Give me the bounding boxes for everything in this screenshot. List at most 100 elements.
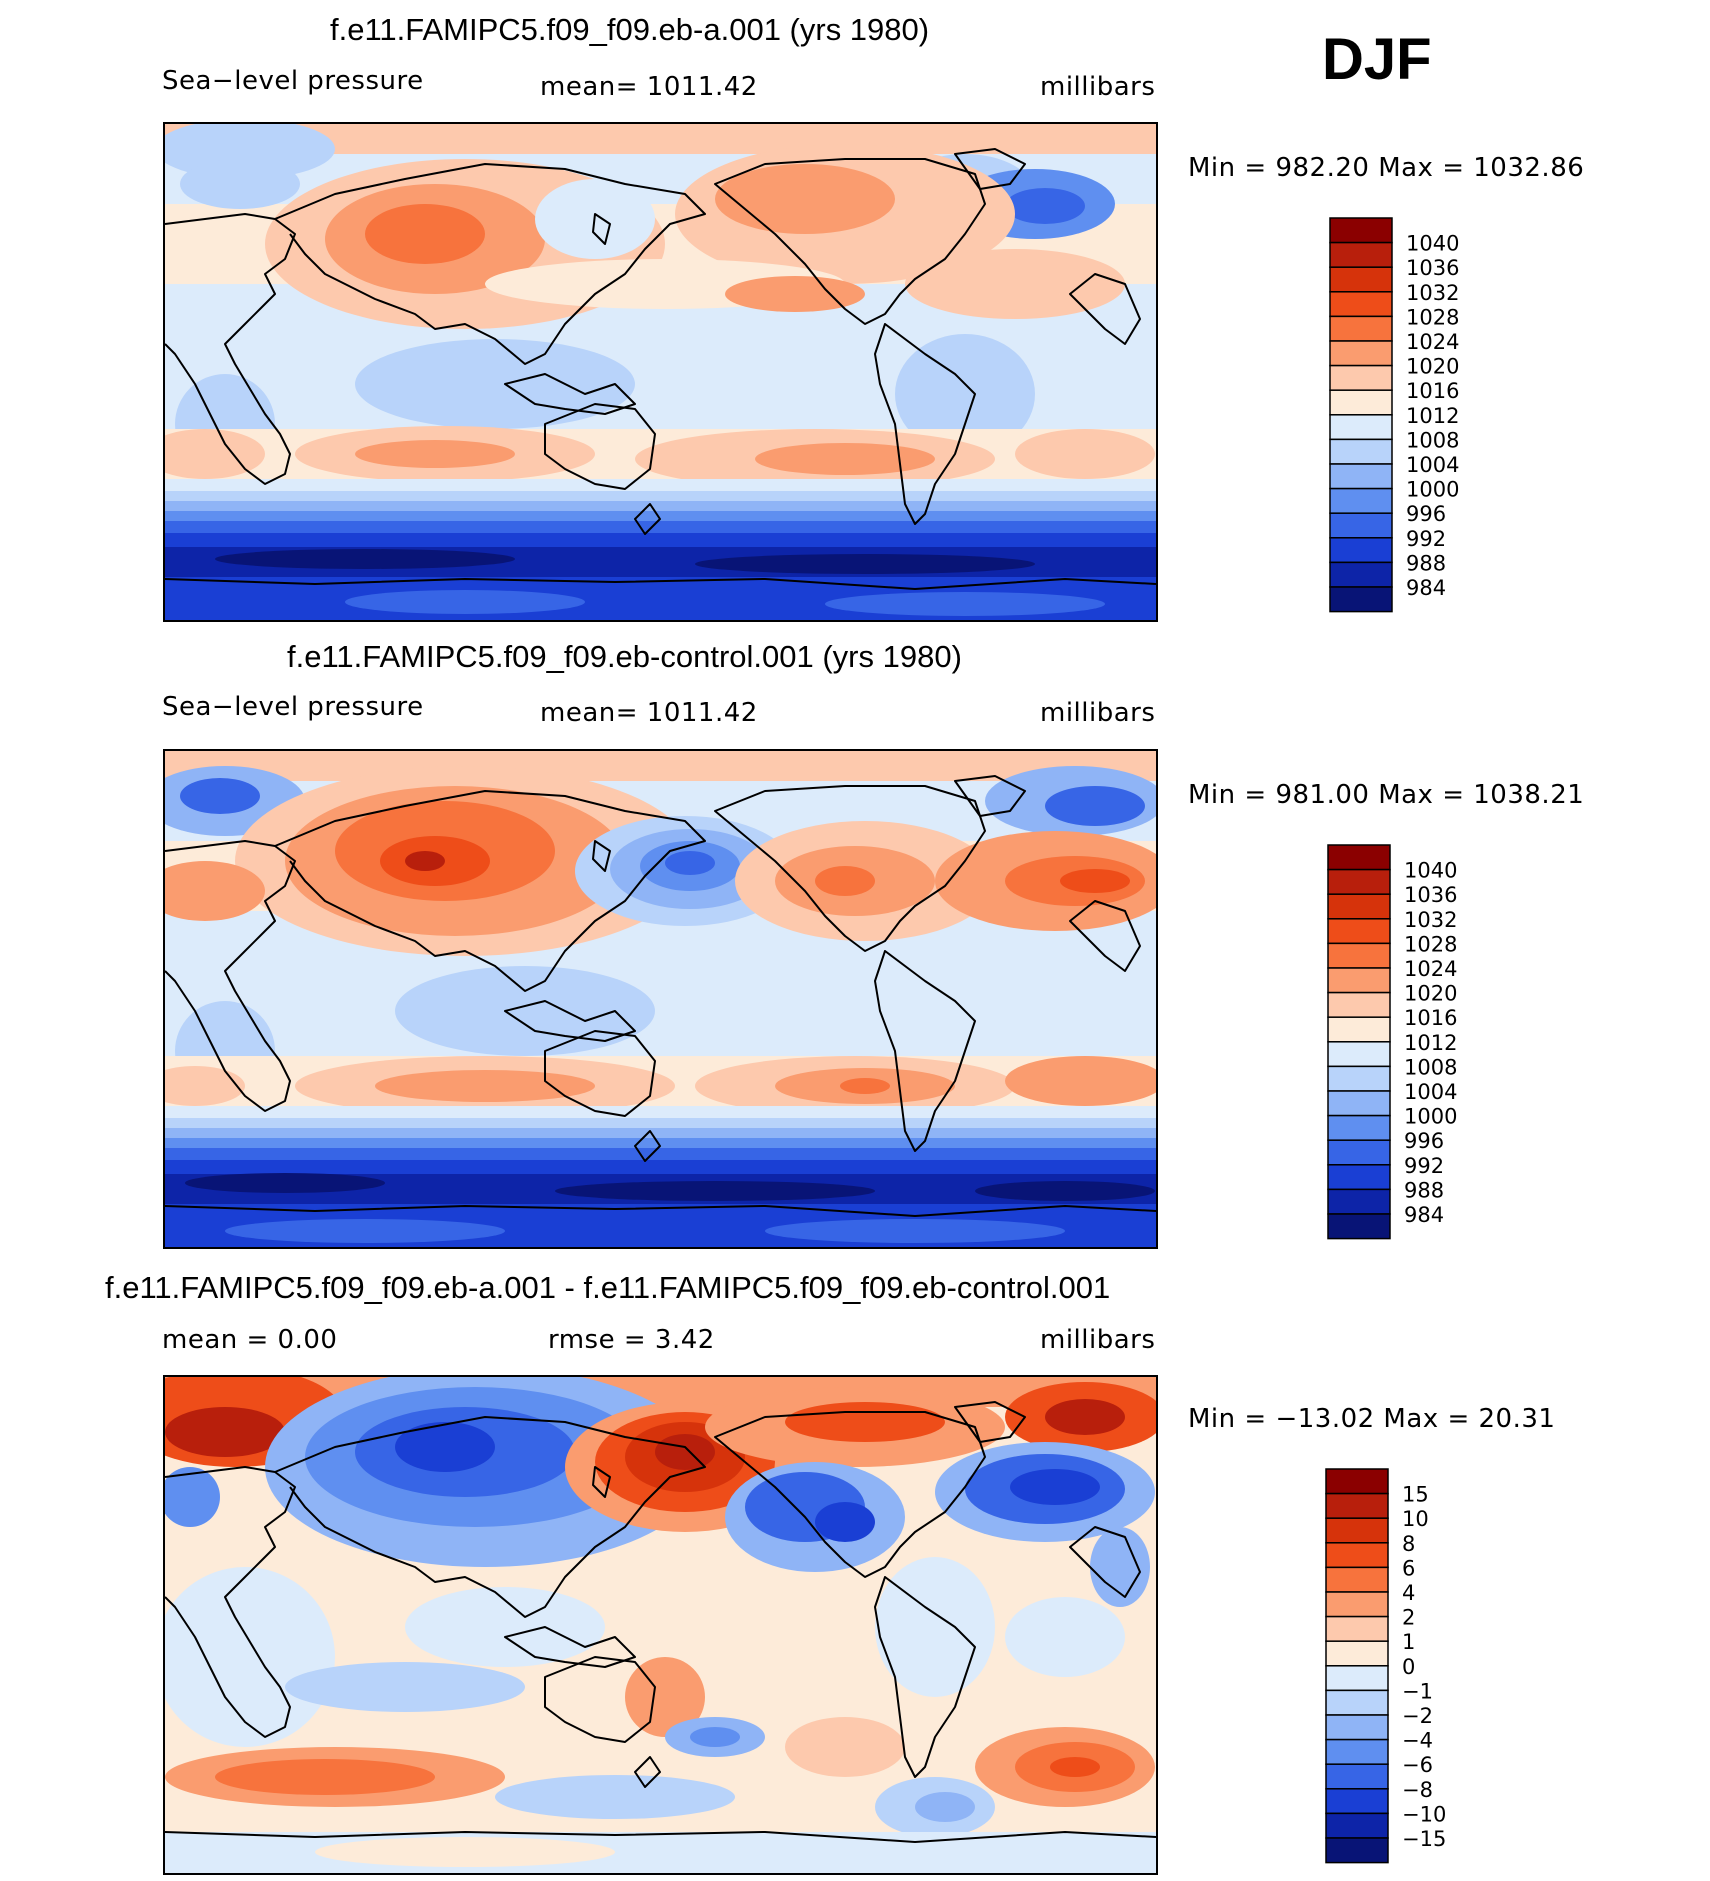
panel3-rmse-label: rmse = 3.42 [548,1325,715,1355]
season-label: DJF [1322,27,1432,92]
colorbar-swatch [1325,1591,1389,1618]
colorbar-tick-label: 1040 [1404,859,1457,883]
panel3-minmax: Min = −13.02 Max = 20.31 [1188,1404,1556,1434]
colorbar-swatch [1327,1041,1391,1068]
panel2-slp-field [165,751,1156,1247]
colorbar-swatch [1329,463,1393,490]
colorbar-swatch [1327,868,1391,895]
colorbar-tick-label: 1016 [1406,379,1459,403]
colorbar-swatch [1327,1090,1391,1117]
panel2-units-label: millibars [1040,698,1156,728]
panel3-mean-label: mean = 0.00 [162,1325,338,1355]
colorbar-tick-label: 1024 [1404,957,1457,981]
colorbar-tick-label: 1 [1402,1630,1415,1654]
colorbar-swatch [1325,1640,1389,1667]
colorbar-tick-label: 6 [1402,1556,1415,1580]
panel2-mean-label: mean= 1011.42 [540,698,758,728]
colorbar-tick-label: 1012 [1404,1031,1457,1055]
colorbar-tick-label: −1 [1402,1679,1433,1703]
panel1-mean-label: mean= 1011.42 [540,72,758,102]
colorbar-swatch [1325,1468,1389,1495]
colorbar-tick-label: 1012 [1406,404,1459,428]
colorbar-tick-label: 1028 [1406,305,1459,329]
colorbar-tick-label: 992 [1404,1154,1444,1178]
colorbar-swatch [1327,1213,1391,1240]
colorbar-tick-label: 1024 [1406,330,1459,354]
colorbar-tick-label: 1000 [1404,1105,1457,1129]
colorbar-tick-label: 1020 [1404,982,1457,1006]
colorbar-swatch [1325,1837,1389,1864]
colorbar-tick-label: −8 [1402,1778,1433,1802]
colorbar-tick-label: 15 [1402,1483,1429,1507]
colorbar-swatch [1325,1738,1389,1765]
colorbar-tick-label: 4 [1402,1581,1415,1605]
colorbar-swatch [1325,1517,1389,1544]
panel3-map [163,1375,1158,1875]
colorbar-swatch [1329,512,1393,539]
colorbar-tick-label: 1032 [1404,908,1457,932]
colorbar-swatch [1325,1492,1389,1519]
panel1-title: f.e11.FAMIPC5.f09_f09.eb-a.001 (yrs 1980… [330,12,930,47]
colorbar-swatch [1325,1566,1389,1593]
colorbar-tick-label: 1008 [1404,1055,1457,1079]
colorbar-swatch [1329,217,1393,244]
colorbar-swatch [1329,315,1393,342]
panel2-colorbar: 1040 1036 1032 1028 1024 1020 1016 1012 1008 1004… [1327,844,1528,1241]
colorbar-swatch [1329,414,1393,441]
colorbar-swatch [1325,1689,1389,1716]
panel2-variable-label: Sea−level pressure [162,692,424,722]
colorbar-swatch [1329,487,1393,514]
colorbar-swatch [1329,364,1393,391]
colorbar-tick-label: 988 [1404,1178,1444,1202]
colorbar-tick-label: 1032 [1406,281,1459,305]
colorbar-swatch [1327,991,1391,1018]
colorbar-swatch [1327,844,1391,871]
colorbar-swatch [1325,1542,1389,1569]
panel2-map [163,749,1158,1249]
panel1-map [163,122,1158,622]
panel3-difference-field [165,1377,1156,1873]
colorbar-tick-label: 1004 [1404,1080,1457,1104]
panel1-colorbar: 1040 1036 1032 1028 1024 1020 1016 1012 1008 1004… [1329,217,1530,614]
colorbar-tick-label: 1036 [1406,256,1459,280]
colorbar-tick-label: 1004 [1406,453,1459,477]
colorbar-swatch [1329,340,1393,367]
colorbar-swatch [1325,1714,1389,1741]
colorbar-swatch [1327,1065,1391,1092]
colorbar-swatch [1327,1139,1391,1166]
colorbar-swatch [1327,893,1391,920]
colorbar-swatch [1327,1114,1391,1141]
colorbar-tick-label: 8 [1402,1532,1415,1556]
panel1-minmax: Min = 982.20 Max = 1032.86 [1188,153,1585,183]
colorbar-tick-label: 984 [1404,1203,1444,1227]
colorbar-swatch [1329,266,1393,293]
colorbar-tick-label: 984 [1406,576,1446,600]
panel2-title: f.e11.FAMIPC5.f09_f09.eb-control.001 (yr… [287,639,962,674]
colorbar-tick-label: 996 [1406,502,1446,526]
panel3-colorbar: 15 10 8 6 4 2 1 0 −1 −2 −4 −6 −8 −10 −15 [1325,1468,1526,1865]
colorbar-swatch [1329,438,1393,465]
colorbar-swatch [1327,918,1391,945]
colorbar-tick-label: 1020 [1406,355,1459,379]
colorbar-tick-label: 996 [1404,1129,1444,1153]
colorbar-tick-label: 1008 [1406,428,1459,452]
colorbar-tick-label: 10 [1402,1507,1429,1531]
colorbar-swatch [1329,561,1393,588]
colorbar-tick-label: 1028 [1404,932,1457,956]
panel2-minmax: Min = 981.00 Max = 1038.21 [1188,780,1585,810]
colorbar-tick-label: 1036 [1404,883,1457,907]
colorbar-tick-label: −6 [1402,1753,1433,1777]
colorbar-tick-label: −2 [1402,1704,1433,1728]
colorbar-swatch [1325,1788,1389,1815]
colorbar-swatch [1325,1615,1389,1642]
colorbar-tick-label: −10 [1402,1802,1446,1826]
colorbar-tick-label: 1016 [1404,1006,1457,1030]
panel1-variable-label: Sea−level pressure [162,66,424,96]
colorbar-swatch [1329,241,1393,268]
colorbar-tick-label: 992 [1406,527,1446,551]
panel1-units-label: millibars [1040,72,1156,102]
colorbar-tick-label: 2 [1402,1606,1415,1630]
colorbar-tick-label: 988 [1406,551,1446,575]
panel3-units-label: millibars [1040,1325,1156,1355]
colorbar-swatch [1327,1016,1391,1043]
